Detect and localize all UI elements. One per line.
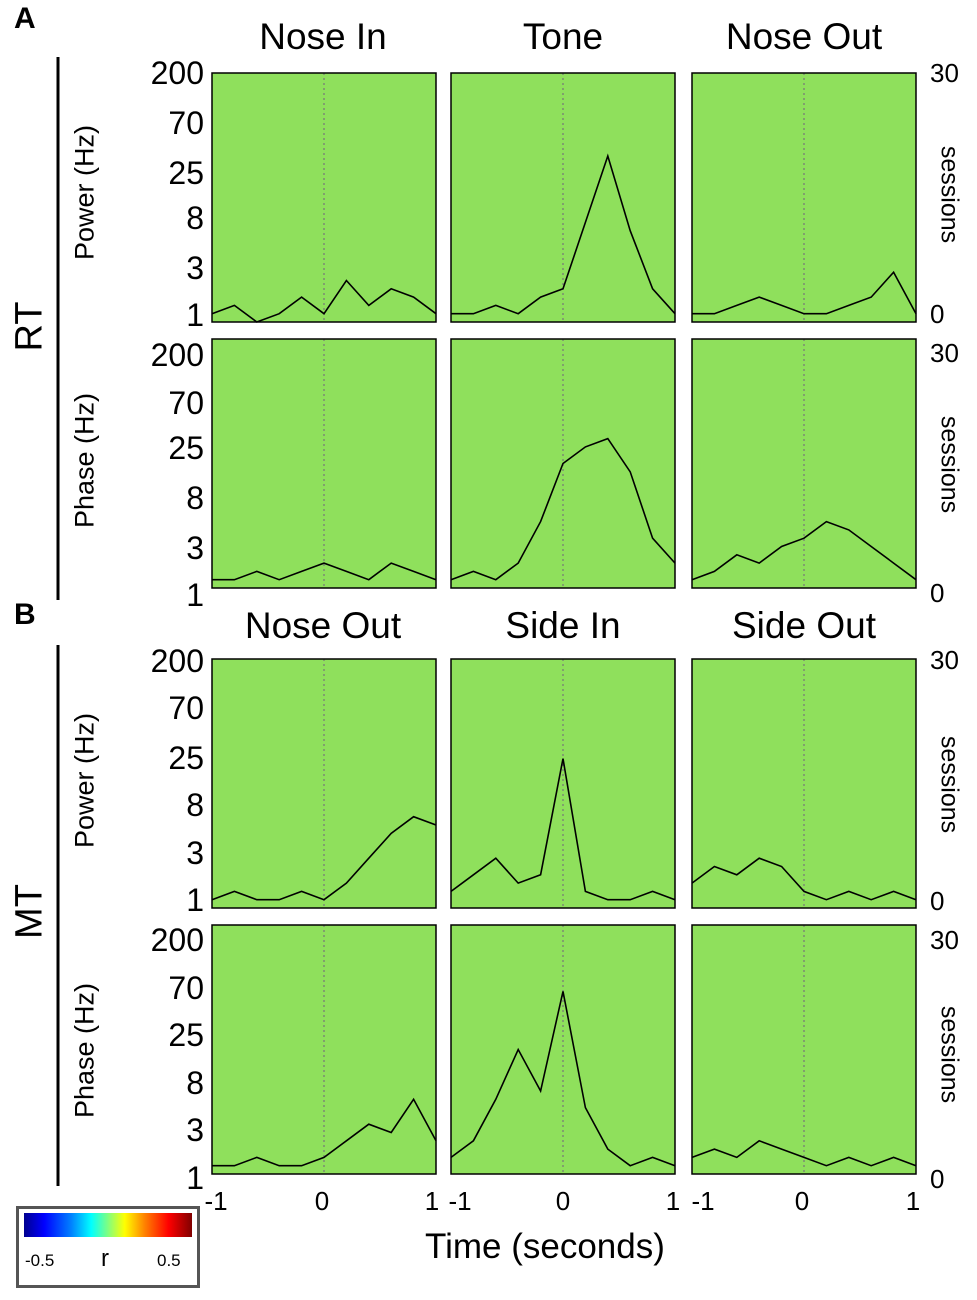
sessions-trace-rt-phase-nose-in xyxy=(212,562,437,581)
sessions-label-1: sessions xyxy=(935,145,964,244)
panel-frame-rt-phase-tone xyxy=(450,338,676,589)
sessions-trace-mt-phase-side-in xyxy=(450,991,676,1167)
rtick-r1-30: 30 xyxy=(930,58,959,88)
ytick-r1-70: 70 xyxy=(168,105,204,141)
sessions-trace-rt-phase-nose-out xyxy=(691,520,917,581)
ytick-r4-70: 70 xyxy=(168,970,204,1006)
ylabel-phase-mt: Phase (Hz) xyxy=(69,982,100,1119)
ylabel-phase-rt: Phase (Hz) xyxy=(69,392,100,529)
sessions-trace-mt-power-side-out xyxy=(691,857,917,901)
ytick-r4-8: 8 xyxy=(186,1065,204,1101)
sessions-trace-rt-phase-tone xyxy=(450,437,676,581)
sessions-trace-mt-power-nose-out xyxy=(211,815,437,901)
ytick-r2-8: 8 xyxy=(186,480,204,516)
rtick-r3-0: 0 xyxy=(930,886,945,916)
col-title-side-out: Side Out xyxy=(732,605,876,646)
sessions-trace-mt-power-side-in xyxy=(450,758,676,901)
rtick-r2-0: 0 xyxy=(930,578,945,608)
panel-frame-rt-phase-nose-out xyxy=(691,338,917,589)
ytick-r3-200: 200 xyxy=(150,643,204,679)
rtick-r4-30: 30 xyxy=(930,925,959,955)
sessions-trace-rt-power-nose-in xyxy=(211,279,437,323)
ytick-r3-8: 8 xyxy=(186,787,204,823)
ytick-r4-25: 25 xyxy=(168,1017,204,1053)
panel-frame-rt-power-tone xyxy=(450,72,676,323)
sessions-label-2: sessions xyxy=(935,415,964,514)
colorbar-symbol: r xyxy=(101,1245,109,1272)
xtick-c1-1: 1 xyxy=(424,1186,440,1216)
group-label-mt: MT xyxy=(8,884,51,939)
panel-frame-mt-phase-nose-out xyxy=(211,924,437,1175)
xtick-c3-neg1: -1 xyxy=(691,1186,715,1216)
sessions-trace-mt-phase-side-out xyxy=(691,1139,917,1167)
col-title-nose-out: Nose Out xyxy=(725,16,883,57)
xtick-c1-neg1: -1 xyxy=(204,1186,228,1216)
ytick-r3-3: 3 xyxy=(186,835,204,871)
rtick-r2-30: 30 xyxy=(930,338,959,368)
col-title-mt-nose-out: Nose Out xyxy=(244,605,402,646)
sessions-trace-rt-power-tone xyxy=(451,153,676,315)
col-title-side-in: Side In xyxy=(505,605,621,646)
sessions-trace-rt-power-nose-out xyxy=(692,270,917,315)
xtick-c3-0: 0 xyxy=(794,1186,810,1216)
ytick-r1-200: 200 xyxy=(150,55,204,91)
sessions-label-3: sessions xyxy=(935,735,964,834)
col-title-nose-in: Nose In xyxy=(259,16,387,57)
panel-frame-rt-power-nose-in xyxy=(211,72,437,323)
col-title-tone: Tone xyxy=(522,16,604,57)
rtick-r4-0: 0 xyxy=(930,1164,945,1194)
ytick-r2-25: 25 xyxy=(168,430,204,466)
xtick-c3-1: 1 xyxy=(905,1186,921,1216)
xtick-c2-neg1: -1 xyxy=(448,1186,472,1216)
ytick-r2-3: 3 xyxy=(186,530,204,566)
ytick-r3-25: 25 xyxy=(168,740,204,776)
ytick-r4-3: 3 xyxy=(186,1112,204,1148)
rtick-r1-0: 0 xyxy=(930,299,945,329)
colorbar-gradient xyxy=(24,1213,192,1237)
ytick-r1-3: 3 xyxy=(186,250,204,286)
ytick-r3-1: 1 xyxy=(186,882,204,918)
ytick-r2-1: 1 xyxy=(186,577,204,613)
ytick-r2-70: 70 xyxy=(168,385,204,421)
panel-letter-b: B xyxy=(14,598,36,631)
ytick-r4-200: 200 xyxy=(150,922,204,958)
panel-frame-mt-power-side-in xyxy=(450,658,676,909)
ylabel-power-mt: Power (Hz) xyxy=(69,713,100,849)
panel-frame-rt-power-nose-out xyxy=(691,72,917,323)
colorbar: -0.5 r 0.5 xyxy=(16,1206,200,1288)
rtick-r3-30: 30 xyxy=(930,645,959,675)
panel-frame-mt-phase-side-in xyxy=(450,924,676,1175)
ytick-r2-200: 200 xyxy=(150,337,204,373)
ylabel-power-rt: Power (Hz) xyxy=(69,125,100,261)
xtick-c2-0: 0 xyxy=(555,1186,571,1216)
ytick-r1-1: 1 xyxy=(186,297,204,333)
ytick-r1-25: 25 xyxy=(168,155,204,191)
x-axis-label: Time (seconds) xyxy=(425,1227,665,1266)
xtick-c1-0: 0 xyxy=(314,1186,330,1216)
panel-frame-rt-phase-nose-in xyxy=(211,338,437,589)
xtick-c2-1: 1 xyxy=(665,1186,681,1216)
panel-frame-mt-power-nose-out xyxy=(211,658,437,909)
panel-frame-mt-power-side-out xyxy=(691,658,917,909)
colorbar-max: 0.5 xyxy=(157,1251,181,1270)
sessions-label-4: sessions xyxy=(935,1005,964,1104)
ytick-r3-70: 70 xyxy=(168,690,204,726)
group-label-rt: RT xyxy=(8,301,51,352)
panel-frame-mt-phase-side-out xyxy=(691,924,917,1175)
panel-letter-a: A xyxy=(14,2,36,35)
ytick-r1-8: 8 xyxy=(186,200,204,236)
colorbar-min: -0.5 xyxy=(25,1251,55,1270)
ytick-r4-1: 1 xyxy=(186,1160,204,1196)
sessions-trace-mt-phase-nose-out xyxy=(212,1097,437,1167)
